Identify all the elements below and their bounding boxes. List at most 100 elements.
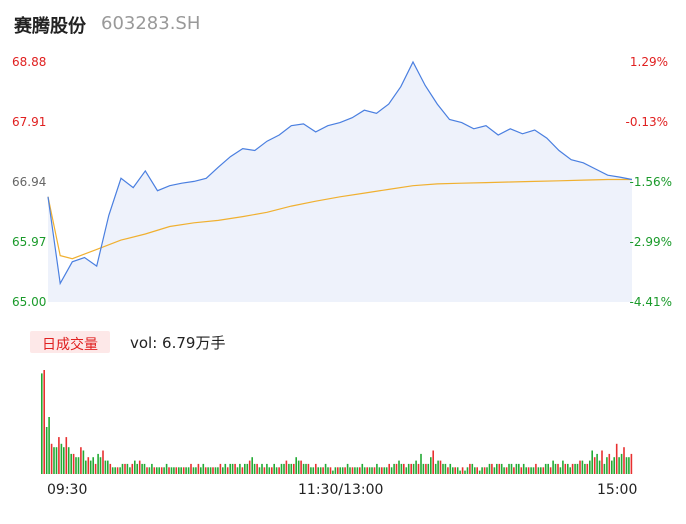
volume-bar	[410, 463, 412, 474]
volume-bar	[508, 463, 510, 474]
volume-bar	[376, 463, 378, 474]
volume-bar	[109, 463, 112, 474]
pct-axis-label-3: -2.99%	[629, 235, 672, 249]
volume-bar	[114, 467, 116, 474]
volume-bar	[258, 467, 261, 474]
volume-bar	[45, 427, 48, 474]
volume-bar	[324, 463, 327, 474]
volume-bar	[390, 467, 393, 474]
volume-bar	[278, 467, 280, 474]
volume-bar	[297, 460, 300, 474]
volume-bar	[248, 460, 251, 474]
volume-bar	[547, 463, 549, 474]
volume-bar	[593, 457, 596, 474]
volume-bar	[295, 457, 297, 474]
volume-bar	[611, 460, 613, 474]
volume-bar	[542, 467, 545, 474]
volume-bar	[518, 463, 520, 474]
volume-bar	[510, 463, 513, 474]
price-area-fill	[48, 62, 632, 302]
volume-bar	[170, 467, 173, 474]
volume-tag: 日成交量	[30, 331, 110, 353]
volume-bar	[447, 467, 449, 474]
volume-bar	[77, 457, 80, 474]
volume-bar	[471, 463, 474, 474]
volume-bar	[420, 453, 422, 474]
volume-bar	[591, 450, 593, 474]
volume-bar	[444, 463, 447, 474]
volume-bar	[236, 467, 239, 474]
volume-bar	[195, 467, 197, 474]
volume-bar	[160, 467, 163, 474]
volume-bar	[134, 460, 136, 474]
volume-bar	[628, 457, 630, 474]
volume-bar	[598, 460, 601, 474]
volume-bar	[293, 463, 295, 474]
volume-bar	[579, 460, 581, 474]
volume-bar	[603, 463, 606, 474]
pct-axis-label-2: -1.56%	[629, 175, 672, 189]
volume-bar	[586, 463, 589, 474]
volume-bar	[498, 463, 501, 474]
volume-bar	[209, 467, 212, 474]
volume-bar	[168, 467, 170, 474]
volume-bar	[75, 457, 77, 474]
volume-bar	[363, 467, 366, 474]
volume-bar	[341, 467, 344, 474]
volume-bar	[317, 467, 319, 474]
volume-bar	[94, 463, 97, 474]
volume-bar	[339, 467, 341, 474]
volume-bar	[393, 463, 395, 474]
volume-bar	[466, 467, 469, 474]
volume-bar	[226, 467, 229, 474]
volume-bar	[549, 467, 552, 474]
volume-bar	[48, 417, 50, 474]
volume-bar	[615, 443, 618, 474]
volume-bar	[97, 453, 99, 474]
volume-bar	[576, 463, 579, 474]
volume-bar	[99, 457, 102, 474]
volume-bar	[180, 467, 182, 474]
volume-bar	[302, 463, 305, 474]
volume-bar	[449, 463, 452, 474]
volume-bar	[567, 463, 569, 474]
volume-bar	[398, 460, 400, 474]
volume-bar	[315, 463, 317, 474]
volume-bar	[124, 463, 126, 474]
volume-bar	[104, 460, 107, 474]
volume-bar	[182, 467, 185, 474]
volume-bar	[253, 463, 256, 474]
volume-bar	[608, 453, 611, 474]
volume-bar	[178, 467, 180, 474]
volume-bar	[251, 457, 253, 474]
volume-bar	[175, 467, 178, 474]
volume-bar	[263, 467, 266, 474]
volume-bar	[200, 467, 202, 474]
volume-bar	[92, 457, 94, 474]
volume-bar	[452, 467, 454, 474]
volume-bar	[371, 467, 373, 474]
volume-bar	[349, 467, 351, 474]
volume-bar	[119, 467, 121, 474]
volume-bar	[273, 463, 275, 474]
volume-bar	[290, 463, 293, 474]
average-price-line	[47, 178, 632, 260]
volume-bar	[434, 463, 437, 474]
volume-bar	[344, 467, 346, 474]
volume-bar	[43, 370, 45, 474]
volume-bar	[385, 467, 388, 474]
volume-bar	[285, 460, 288, 474]
price-line	[47, 60, 633, 286]
price-axis-label-0: 68.88	[12, 55, 47, 69]
stock-name: 赛腾股份	[14, 16, 86, 37]
volume-bar	[224, 463, 227, 474]
volume-bar	[185, 467, 187, 474]
volume-bar	[275, 467, 278, 474]
volume-bar	[476, 467, 478, 474]
volume-bar	[138, 460, 141, 474]
volume-bar	[173, 467, 175, 474]
volume-bar	[500, 463, 503, 474]
volume-bar	[153, 467, 156, 474]
volume-bar	[41, 373, 43, 474]
